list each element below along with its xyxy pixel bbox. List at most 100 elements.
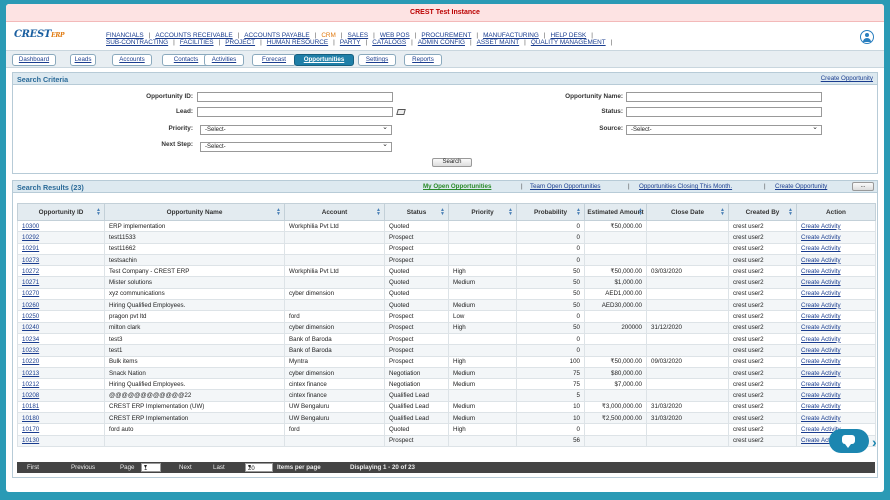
tab-settings[interactable]: Settings [358, 54, 396, 66]
opportunity-id-link[interactable]: 10208 [17, 389, 105, 402]
opportunity-id-link[interactable]: 10180 [17, 412, 105, 425]
column-header-close-date[interactable]: Close Date ▲ ▼ [646, 203, 729, 221]
tab-leads[interactable]: Leads [70, 54, 96, 66]
opportunity-id-link[interactable]: 10300 [17, 219, 105, 233]
status-input[interactable] [626, 107, 822, 117]
user-icon[interactable] [860, 30, 874, 44]
menu-help-desk[interactable]: HELP DESK [550, 32, 587, 39]
column-header-probability[interactable]: Probability ▲ ▼ [516, 203, 585, 221]
create-activity-link[interactable]: Create Activity [796, 389, 876, 402]
create-activity-link[interactable]: Create Activity [796, 219, 876, 233]
next-step-select[interactable]: -Select- [200, 141, 392, 152]
chat-icon[interactable] [829, 429, 869, 453]
tab-forecast[interactable]: Forecast [252, 54, 296, 66]
menu-facilities[interactable]: FACILITIES [179, 39, 214, 46]
opportunity-id-link[interactable]: 10212 [17, 378, 105, 391]
source-select[interactable]: -Select- [626, 124, 822, 135]
create-activity-link[interactable]: Create Activity [796, 253, 876, 267]
tab-contacts[interactable]: Contacts [162, 54, 210, 66]
create-activity-link[interactable]: Create Activity [796, 344, 876, 357]
menu-financials[interactable]: FINANCIALS [106, 32, 144, 39]
create-activity-link[interactable]: Create Activity [796, 366, 876, 380]
opportunity-id-input[interactable] [197, 92, 393, 102]
sort-icon[interactable]: ▲ ▼ [638, 207, 643, 217]
opportunity-id-link[interactable]: 10273 [17, 253, 105, 267]
sort-icon[interactable]: ▲ ▼ [440, 207, 445, 217]
opportunity-id-link[interactable]: 10240 [17, 321, 105, 334]
opportunity-id-link[interactable]: 10260 [17, 299, 105, 312]
column-header-action[interactable]: Action [796, 203, 876, 221]
sort-icon[interactable]: ▲ ▼ [720, 207, 725, 217]
menu-sub-contracting[interactable]: SUB-CONTRACTING [106, 39, 169, 46]
opportunity-id-link[interactable]: 10170 [17, 423, 105, 436]
create-activity-link[interactable]: Create Activity [796, 378, 876, 391]
sort-icon[interactable]: ▲ ▼ [376, 207, 381, 217]
menu-crm[interactable]: CRM [321, 32, 336, 39]
my-open-opportunities-link[interactable]: My Open Opportunities [423, 183, 492, 190]
create-opportunity-results-link[interactable]: Create Opportunity [775, 183, 828, 190]
column-header-opportunity-name[interactable]: Opportunity Name ▲ ▼ [104, 203, 285, 221]
last-page-button[interactable]: Last [213, 464, 225, 471]
next-page-button[interactable]: Next [179, 464, 192, 471]
opportunity-id-link[interactable]: 10291 [17, 242, 105, 255]
sort-icon[interactable]: ▲ ▼ [96, 207, 101, 217]
page-number-select[interactable]: 1 ▾ [141, 463, 161, 472]
create-activity-link[interactable]: Create Activity [796, 287, 876, 301]
create-activity-link[interactable]: Create Activity [796, 310, 876, 323]
create-opportunity-link[interactable]: Create Opportunity [820, 75, 873, 82]
previous-page-button[interactable]: Previous [71, 464, 96, 471]
tab-opportunities[interactable]: Opportunities [294, 54, 354, 66]
create-activity-link[interactable]: Create Activity [796, 242, 876, 255]
column-header-created-by[interactable]: Created By ▲ ▼ [728, 203, 797, 221]
menu-sales[interactable]: SALES [347, 32, 369, 39]
opportunity-id-link[interactable]: 10270 [17, 287, 105, 301]
opportunity-id-link[interactable]: 10271 [17, 276, 105, 289]
opportunity-id-link[interactable]: 10234 [17, 332, 105, 346]
team-open-opportunities-link[interactable]: Team Open Opportunities [530, 183, 601, 190]
opportunity-id-link[interactable]: 10130 [17, 434, 105, 447]
menu-admin-config[interactable]: ADMIN CONFIG [417, 39, 465, 46]
column-header-priority[interactable]: Priority ▲ ▼ [448, 203, 517, 221]
create-activity-link[interactable]: Create Activity [796, 321, 876, 334]
menu-manufacturing[interactable]: MANUFACTURING [483, 32, 539, 39]
create-activity-link[interactable]: Create Activity [796, 400, 876, 414]
sort-icon[interactable]: ▲ ▼ [788, 207, 793, 217]
tab-dashboard[interactable]: Dashboard [12, 54, 56, 66]
menu-asset-maint[interactable]: ASSET MAINT [476, 39, 520, 46]
column-header-estimated-amount[interactable]: Estimated Amount ▲ ▼ [584, 203, 647, 221]
create-activity-link[interactable]: Create Activity [796, 412, 876, 425]
sort-icon[interactable]: ▲ ▼ [276, 207, 281, 217]
opportunity-id-link[interactable]: 10213 [17, 366, 105, 380]
tab-reports[interactable]: Reports [404, 54, 442, 66]
menu-accounts-receivable[interactable]: ACCOUNTS RECEIVABLE [155, 32, 233, 39]
create-activity-link[interactable]: Create Activity [796, 276, 876, 289]
column-header-account[interactable]: Account ▲ ▼ [284, 203, 385, 221]
menu-quality-management[interactable]: QUALITY MANAGEMENT [530, 39, 606, 46]
crest-logo[interactable]: CRESTERP [14, 29, 65, 40]
create-activity-link[interactable]: Create Activity [796, 231, 876, 244]
lead-input[interactable] [197, 107, 393, 117]
lead-lookup-icon[interactable] [396, 109, 406, 115]
opportunity-id-link[interactable]: 10292 [17, 231, 105, 244]
first-page-button[interactable]: First [27, 464, 40, 471]
menu-party[interactable]: PARTY [339, 39, 361, 46]
create-activity-link[interactable]: Create Activity [796, 355, 876, 368]
opportunities-closing-link[interactable]: Opportunities Closing This Month. [639, 183, 733, 190]
menu-accounts-payable[interactable]: ACCOUNTS PAYABLE [244, 32, 310, 39]
menu-project[interactable]: PROJECT [225, 39, 256, 46]
items-per-page-select[interactable]: 20 ▾ [245, 463, 273, 472]
create-activity-link[interactable]: Create Activity [796, 265, 876, 278]
create-activity-link[interactable]: Create Activity [796, 332, 876, 346]
menu-catalogs[interactable]: CATALOGS [372, 39, 407, 46]
opportunity-id-link[interactable]: 10232 [17, 344, 105, 357]
opportunity-id-link[interactable]: 10250 [17, 310, 105, 323]
tab-activities[interactable]: Activities [204, 54, 244, 66]
tab-accounts[interactable]: Accounts [112, 54, 152, 66]
priority-select[interactable]: -Select- [200, 124, 392, 135]
menu-procurement[interactable]: PROCUREMENT [421, 32, 472, 39]
menu-web-pos[interactable]: WEB POS [379, 32, 410, 39]
create-activity-link[interactable]: Create Activity [796, 299, 876, 312]
menu-human-resource[interactable]: HUMAN RESOURCE [266, 39, 329, 46]
column-header-status[interactable]: Status ▲ ▼ [384, 203, 449, 221]
sort-icon[interactable]: ▲ ▼ [508, 207, 513, 217]
